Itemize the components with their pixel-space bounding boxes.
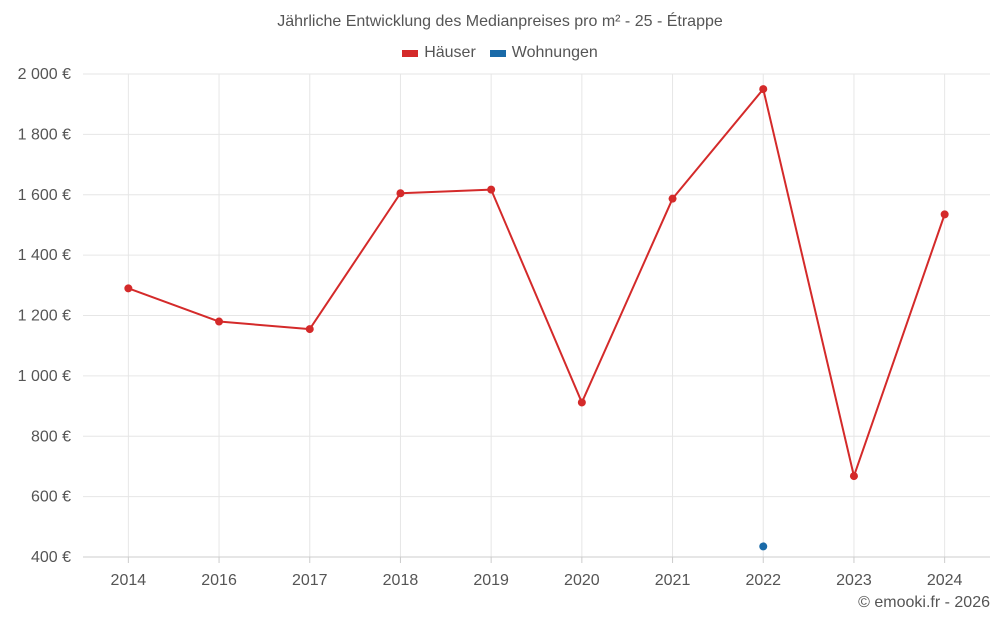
legend-swatch-wohnungen [489, 49, 506, 57]
grid [83, 73, 990, 558]
y-tick-label: 1 200 € [18, 308, 71, 325]
data-point [759, 85, 768, 94]
series-line [128, 88, 946, 478]
legend-swatch-haeuser [402, 49, 419, 57]
data-point [759, 542, 768, 551]
x-tick-label: 2022 [745, 572, 781, 589]
y-tick-label: 1 800 € [18, 126, 71, 143]
legend: Häuser Wohnungen [0, 44, 1000, 62]
data-point [124, 284, 133, 293]
x-tick-label: 2016 [201, 572, 237, 589]
x-tick-label: 2021 [655, 572, 691, 589]
data-point [215, 317, 224, 326]
x-tick-label: 2017 [292, 572, 328, 589]
x-tick-label: 2018 [383, 572, 419, 589]
x-tick-label: 2014 [111, 572, 147, 589]
data-point [577, 398, 586, 407]
chart-title: Jährliche Entwicklung des Medianpreises … [277, 13, 723, 30]
data-point [305, 325, 314, 334]
x-tick-label: 2020 [564, 572, 600, 589]
legend-item-wohnungen[interactable]: Wohnungen [489, 44, 598, 62]
data-point [940, 210, 949, 219]
x-tick-label: 2023 [836, 572, 872, 589]
x-tick-label: 2019 [473, 572, 509, 589]
data-point [849, 472, 858, 481]
y-tick-label: 800 € [31, 428, 71, 445]
data-point [487, 185, 496, 194]
series-wohnungen [759, 542, 768, 551]
data-point [396, 189, 405, 198]
y-tick-label: 600 € [31, 489, 71, 506]
y-tick-label: 400 € [31, 549, 71, 566]
legend-label-wohnungen: Wohnungen [511, 44, 598, 61]
series-haeuser [124, 85, 949, 481]
y-tick-label: 1 400 € [18, 247, 71, 264]
y-tick-label: 1 600 € [18, 187, 71, 204]
legend-label-haeuser: Häuser [424, 44, 476, 61]
series [124, 85, 949, 551]
axes: 400 € 600 € 800 € 1 000 € 1 200 € 1 400 € 1 60… [18, 66, 990, 589]
credit-text: © emooki.fr - 2026 [858, 594, 990, 611]
data-point [668, 194, 677, 203]
legend-item-haeuser[interactable]: Häuser [402, 44, 476, 62]
x-tick-label: 2024 [927, 572, 963, 589]
y-tick-label: 2 000 € [18, 66, 71, 83]
y-tick-label: 1 000 € [18, 368, 71, 385]
